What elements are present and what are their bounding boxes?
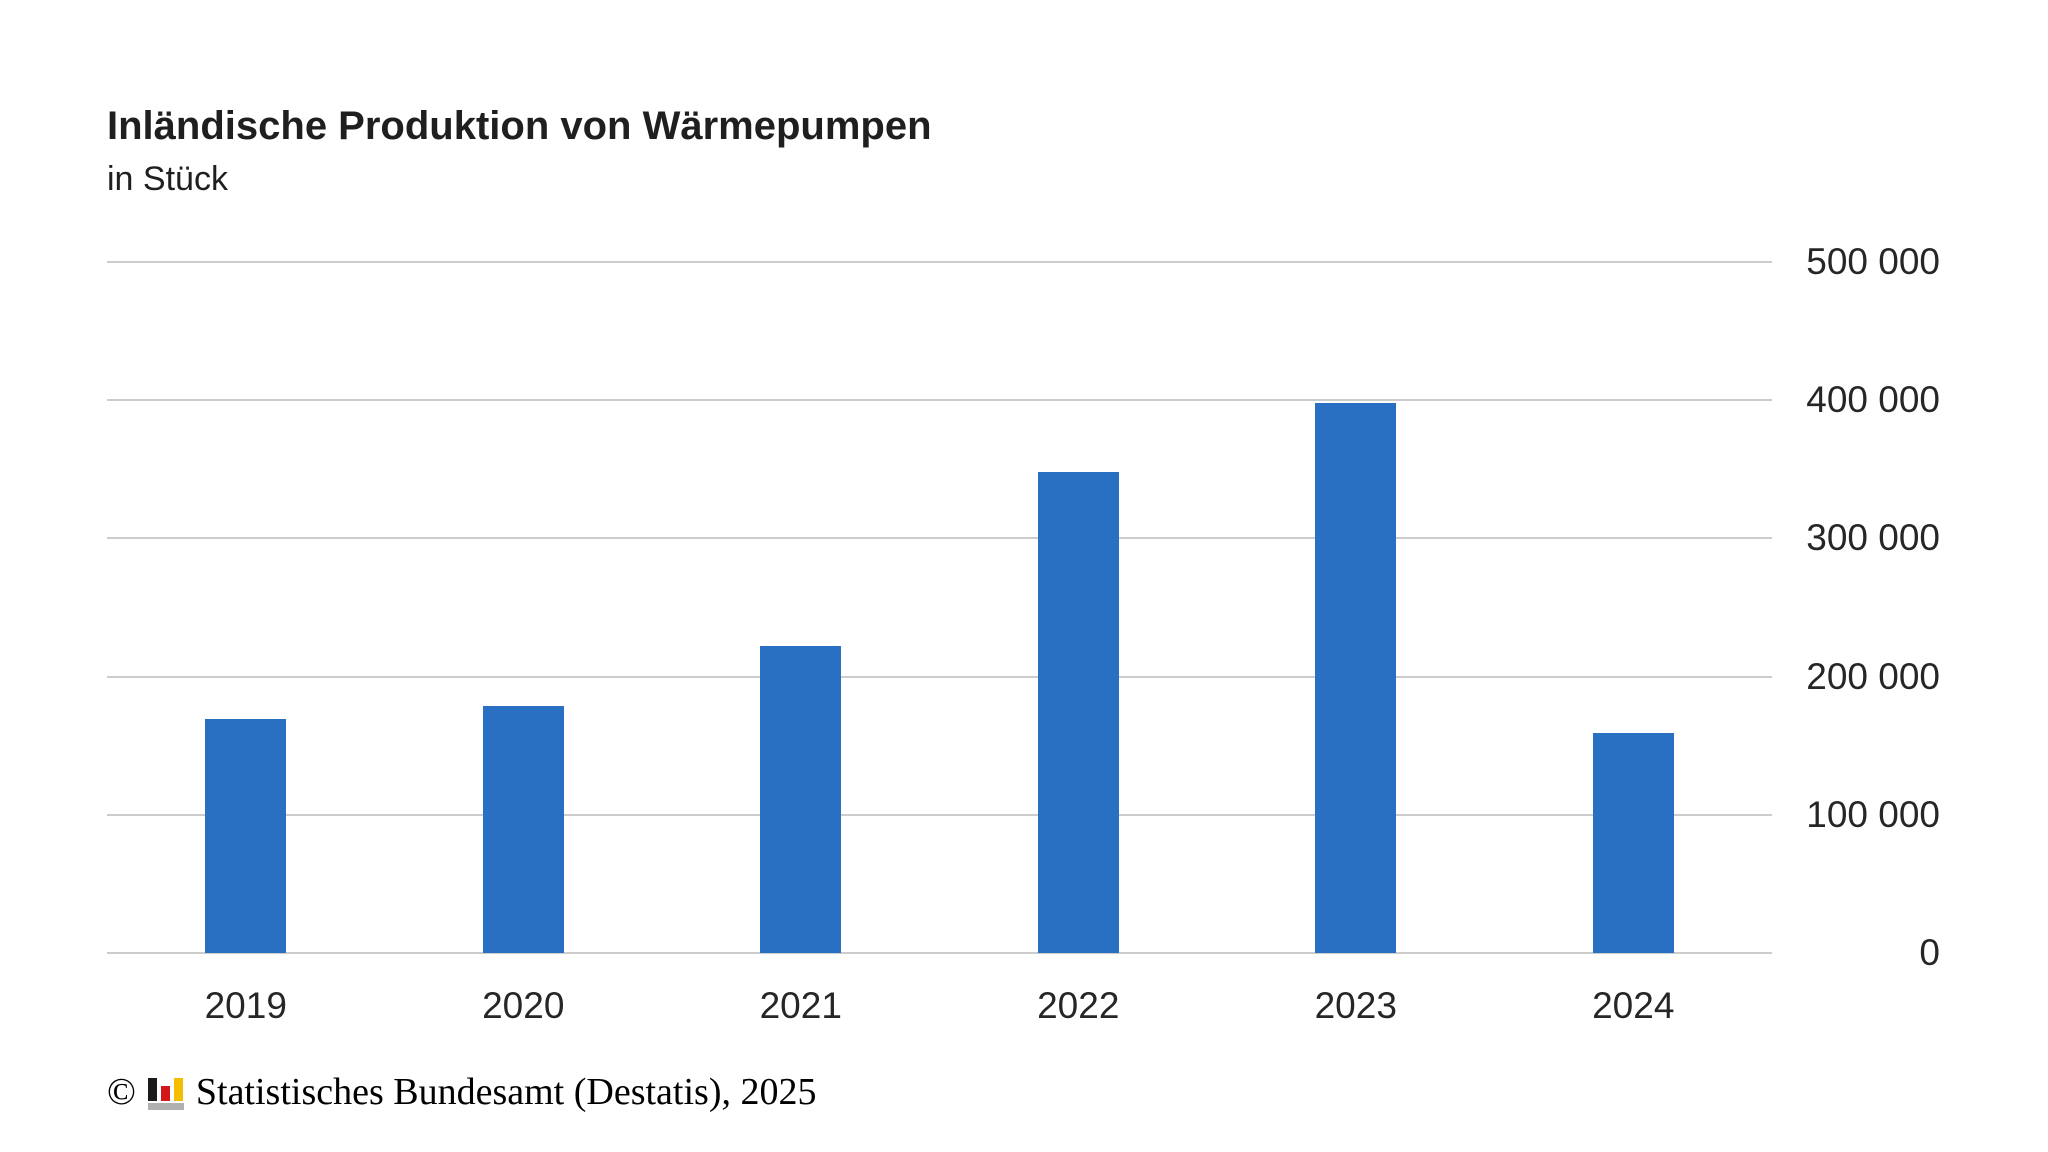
copyright-symbol: ©: [107, 1071, 136, 1113]
x-tick-label-2024: 2024: [1592, 985, 1675, 1026]
chart-title: Inländische Produktion von Wärmepumpen: [107, 104, 932, 148]
gridline-0: [107, 952, 1772, 954]
x-tick-label-2021: 2021: [759, 985, 842, 1026]
logo-red-bar: [160, 1086, 170, 1101]
x-tick-label-2022: 2022: [1037, 985, 1120, 1026]
gridline-100000: [107, 813, 1772, 816]
bar-2019: [205, 719, 287, 953]
x-tick-label-2023: 2023: [1314, 985, 1397, 1026]
y-tick-label-200000: 200 000: [1806, 655, 1940, 697]
bar-2021: [760, 646, 842, 953]
chart-subtitle: in Stück: [107, 160, 228, 198]
bar-2024: [1592, 733, 1674, 953]
bar-2023: [1315, 402, 1397, 953]
plot-area: [107, 261, 1772, 954]
destatis-logo-icon: [147, 1074, 184, 1110]
y-tick-label-0: 0: [1919, 932, 1940, 973]
source-line: © Statistisches Bundesamt (Destatis), 20…: [107, 1070, 816, 1114]
x-tick-label-2020: 2020: [482, 985, 565, 1026]
y-tick-label-100000: 100 000: [1806, 793, 1940, 835]
gridline-200000: [107, 675, 1772, 678]
bar-2022: [1037, 472, 1119, 953]
bar-2020: [482, 705, 564, 953]
source-text: Statistisches Bundesamt (Destatis), 2025: [195, 1071, 817, 1113]
gridline-500000: [107, 261, 1772, 263]
gridline-300000: [107, 537, 1772, 540]
y-tick-label-300000: 300 000: [1806, 517, 1940, 559]
x-tick-label-2019: 2019: [204, 985, 287, 1026]
logo-base-bar: [147, 1103, 184, 1110]
logo-gold-bar: [173, 1078, 183, 1101]
logo-black-bar: [147, 1078, 157, 1101]
y-tick-label-400000: 400 000: [1806, 379, 1940, 421]
gridline-400000: [107, 399, 1772, 402]
y-tick-label-500000: 500 000: [1806, 241, 1940, 282]
